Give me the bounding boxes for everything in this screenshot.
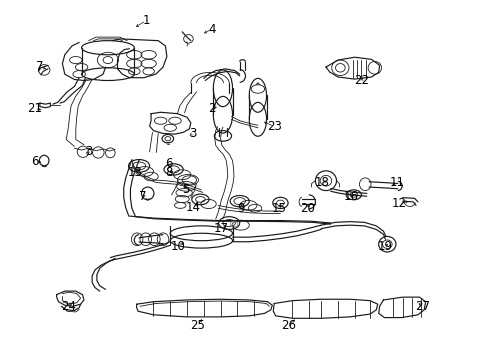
Text: 21: 21 — [27, 102, 42, 115]
Text: 25: 25 — [190, 319, 204, 332]
Text: 11: 11 — [388, 176, 404, 189]
Text: 7: 7 — [139, 190, 146, 203]
Text: 8: 8 — [165, 166, 172, 179]
Text: 12: 12 — [390, 198, 406, 211]
Text: 16: 16 — [343, 190, 358, 203]
Text: 22: 22 — [354, 74, 368, 87]
Text: 14: 14 — [185, 201, 200, 214]
Text: 6: 6 — [31, 155, 38, 168]
Text: 23: 23 — [266, 120, 281, 133]
Text: 3: 3 — [85, 145, 92, 158]
Text: 13: 13 — [127, 166, 142, 179]
Text: 10: 10 — [171, 240, 185, 253]
Text: 1: 1 — [142, 14, 150, 27]
Text: 27: 27 — [414, 300, 429, 313]
Text: 19: 19 — [377, 240, 391, 253]
Text: 20: 20 — [300, 202, 315, 215]
Text: 3: 3 — [189, 127, 196, 140]
Text: 5: 5 — [182, 183, 189, 196]
Text: 24: 24 — [61, 300, 76, 313]
Text: 2: 2 — [208, 102, 215, 115]
Text: 18: 18 — [314, 176, 329, 189]
Text: 9: 9 — [236, 202, 244, 215]
Text: 26: 26 — [281, 319, 295, 332]
Text: 4: 4 — [208, 23, 215, 36]
Text: 17: 17 — [214, 222, 228, 235]
Text: 15: 15 — [271, 202, 286, 215]
Text: 6: 6 — [164, 157, 172, 170]
Text: 7: 7 — [36, 60, 43, 73]
